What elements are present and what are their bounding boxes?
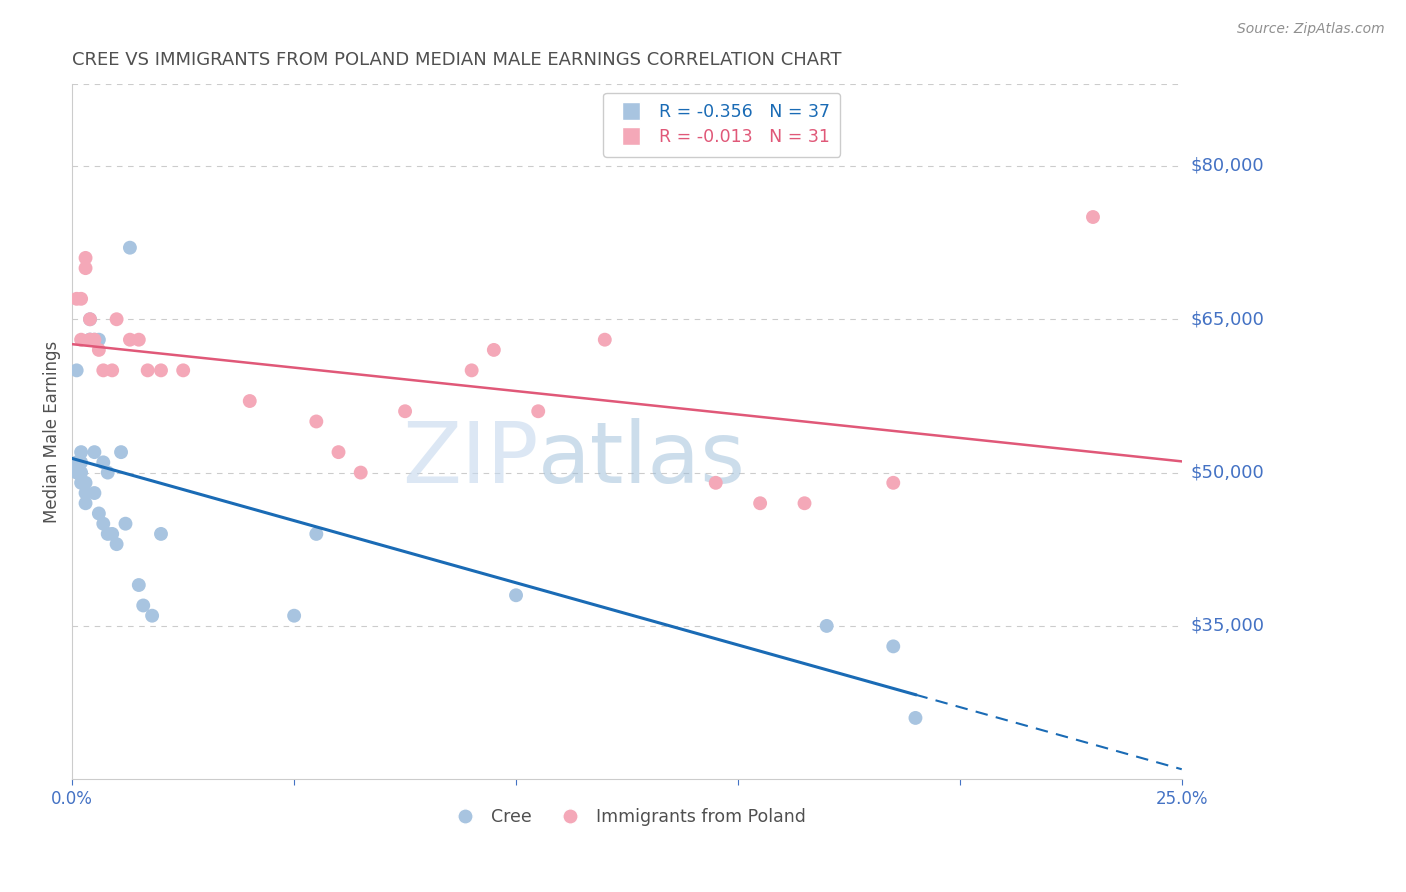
- Y-axis label: Median Male Earnings: Median Male Earnings: [44, 341, 60, 523]
- Point: [91, 363, 114, 377]
- Point: [749, 496, 772, 510]
- Point: [128, 333, 150, 347]
- Point: [75, 486, 97, 500]
- Point: [128, 578, 150, 592]
- Point: [882, 475, 904, 490]
- Point: [118, 333, 141, 347]
- Point: [150, 363, 173, 377]
- Point: [70, 292, 93, 306]
- Point: [101, 363, 124, 377]
- Point: [101, 527, 124, 541]
- Point: [793, 496, 815, 510]
- Point: [815, 619, 838, 633]
- Point: [105, 312, 128, 326]
- Point: [75, 251, 97, 265]
- Point: [704, 475, 727, 490]
- Point: [150, 527, 173, 541]
- Point: [75, 496, 97, 510]
- Point: [118, 241, 141, 255]
- Text: $65,000: $65,000: [1191, 310, 1264, 328]
- Point: [882, 640, 904, 654]
- Point: [482, 343, 505, 357]
- Point: [172, 363, 194, 377]
- Point: [79, 312, 101, 326]
- Point: [83, 333, 105, 347]
- Point: [105, 537, 128, 551]
- Point: [75, 261, 97, 276]
- Point: [83, 333, 105, 347]
- Point: [97, 466, 120, 480]
- Point: [527, 404, 550, 418]
- Point: [136, 363, 159, 377]
- Point: [79, 312, 101, 326]
- Text: $50,000: $50,000: [1191, 464, 1264, 482]
- Point: [75, 475, 97, 490]
- Text: atlas: atlas: [538, 418, 747, 501]
- Point: [97, 527, 120, 541]
- Point: [91, 516, 114, 531]
- Point: [66, 466, 89, 480]
- Point: [305, 415, 328, 429]
- Point: [239, 394, 262, 409]
- Point: [350, 466, 373, 480]
- Text: Source: ZipAtlas.com: Source: ZipAtlas.com: [1237, 22, 1385, 37]
- Point: [79, 333, 101, 347]
- Point: [70, 466, 93, 480]
- Point: [394, 404, 416, 418]
- Point: [66, 363, 89, 377]
- Point: [593, 333, 616, 347]
- Text: $80,000: $80,000: [1191, 157, 1264, 175]
- Point: [70, 475, 93, 490]
- Point: [87, 333, 110, 347]
- Point: [91, 455, 114, 469]
- Point: [460, 363, 482, 377]
- Point: [70, 445, 93, 459]
- Point: [305, 527, 328, 541]
- Point: [79, 333, 101, 347]
- Point: [87, 343, 110, 357]
- Point: [505, 588, 527, 602]
- Point: [114, 516, 136, 531]
- Text: $35,000: $35,000: [1191, 617, 1264, 635]
- Point: [110, 445, 132, 459]
- Point: [70, 455, 93, 469]
- Point: [83, 445, 105, 459]
- Point: [66, 455, 89, 469]
- Point: [141, 608, 163, 623]
- Text: ZIP: ZIP: [402, 418, 538, 501]
- Legend: Cree, Immigrants from Poland: Cree, Immigrants from Poland: [441, 801, 813, 833]
- Text: CREE VS IMMIGRANTS FROM POLAND MEDIAN MALE EARNINGS CORRELATION CHART: CREE VS IMMIGRANTS FROM POLAND MEDIAN MA…: [72, 51, 842, 69]
- Point: [1081, 210, 1104, 224]
- Point: [132, 599, 155, 613]
- Point: [70, 333, 93, 347]
- Point: [328, 445, 350, 459]
- Point: [904, 711, 927, 725]
- Point: [79, 333, 101, 347]
- Point: [66, 292, 89, 306]
- Point: [87, 507, 110, 521]
- Point: [83, 486, 105, 500]
- Point: [283, 608, 305, 623]
